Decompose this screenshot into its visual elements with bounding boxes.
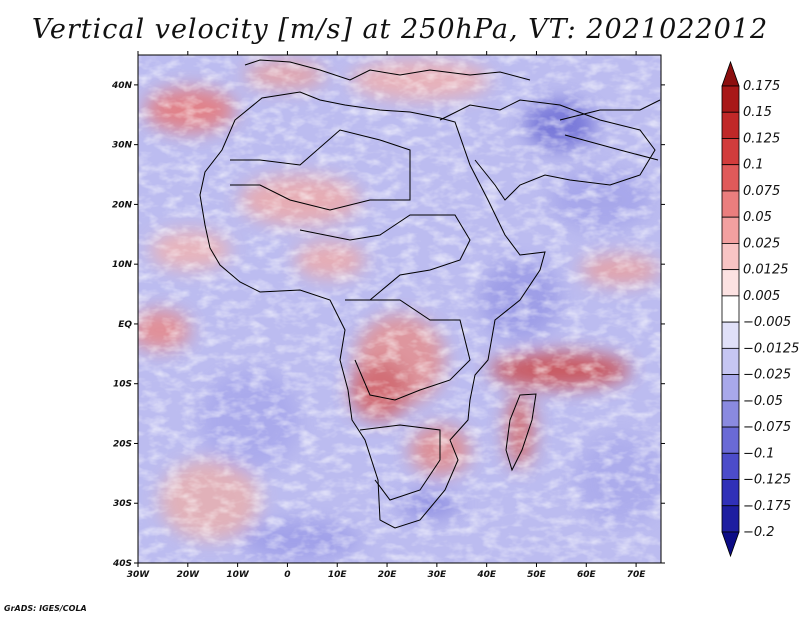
colorbar-swatch [721,452,740,480]
colorbar-swatch [721,505,740,533]
colorbar-swatch [721,164,740,192]
colorbar-swatch [721,216,740,244]
colorbar-bottom-arrow [721,531,740,558]
colorbar-label: 0.005 [743,289,780,304]
lat-tick-label: 40S [112,559,132,569]
lon-tick-label: 20E [378,570,398,580]
lat-tick-label: EQ [118,320,132,330]
colorbar-label: 0.025 [743,236,780,251]
lon-tick-label: 40E [476,570,497,580]
lat-tick-label: 20N [112,200,133,210]
colorbar-swatch [721,374,740,402]
colorbar-label: −0.125 [743,473,791,488]
lat-tick-label: 20S [113,439,132,449]
lon-tick-label: 30E [428,570,448,580]
colorbar-swatch [721,85,740,113]
colorbar-swatch [721,243,740,271]
colorbar-label: −0.175 [743,499,791,514]
coastlines [199,59,661,529]
colorbar-swatch [721,295,740,323]
colorbar-label: 0.0125 [743,263,789,278]
colorbar-label: 0.175 [743,79,780,94]
colorbar-label: −0.0125 [743,341,799,356]
lon-tick-label: 60E [577,570,597,580]
colorbar-label: 0.05 [743,210,772,225]
lat-tick-label: 30S [113,499,132,509]
colorbar-swatch [721,426,740,454]
colorbar-label: −0.1 [743,446,775,461]
colorbar-label: −0.075 [743,420,791,435]
colorbar-swatch [721,269,740,297]
colorbar-label: −0.005 [743,315,791,330]
colorbar-label: 0.1 [743,158,764,173]
colorbar-label: −0.05 [743,394,783,409]
colorbar-swatch [721,111,740,139]
lat-tick-label: 30N [112,141,133,151]
colorbar-swatch [721,190,740,218]
colorbar-swatch [721,400,740,428]
colorbar-swatch [721,479,740,507]
lon-tick-label: 10W [226,570,250,580]
colorbar-swatch [721,138,740,166]
colorbar-label: 0.075 [743,184,780,199]
lat-tick-label: 10N [112,260,133,270]
lon-tick-label: 10E [328,570,348,580]
colorbar-label: −0.025 [743,368,791,383]
lon-tick-label: 20W [177,570,201,580]
colorbar-swatch [721,347,740,375]
lon-tick-label: 30W [127,570,151,580]
colorbar-label: 0.15 [743,105,772,120]
lat-tick-label: 10S [113,380,132,390]
colorbar-top-arrow [721,60,740,87]
colorbar-label: −0.2 [743,525,775,540]
map-frame [137,54,662,564]
lon-tick-label: 0 [284,570,290,580]
colorbar-label: 0.125 [743,131,780,146]
velocity-field [138,55,661,563]
colorbar: 0.175 0.15 0.125 0.1 0.075 0.05 0.025 0.0125 0.0… [721,60,799,558]
lon-tick-label: 70E [627,570,647,580]
lon-tick-label: 50E [527,570,547,580]
colorbar-swatch [721,321,740,349]
grads-credit: GrADS: IGES/COLA [4,604,87,613]
map-title: Vertical velocity [m/s] at 250hPa, VT: 2… [31,14,769,45]
lat-tick-label: 40N [111,81,133,91]
